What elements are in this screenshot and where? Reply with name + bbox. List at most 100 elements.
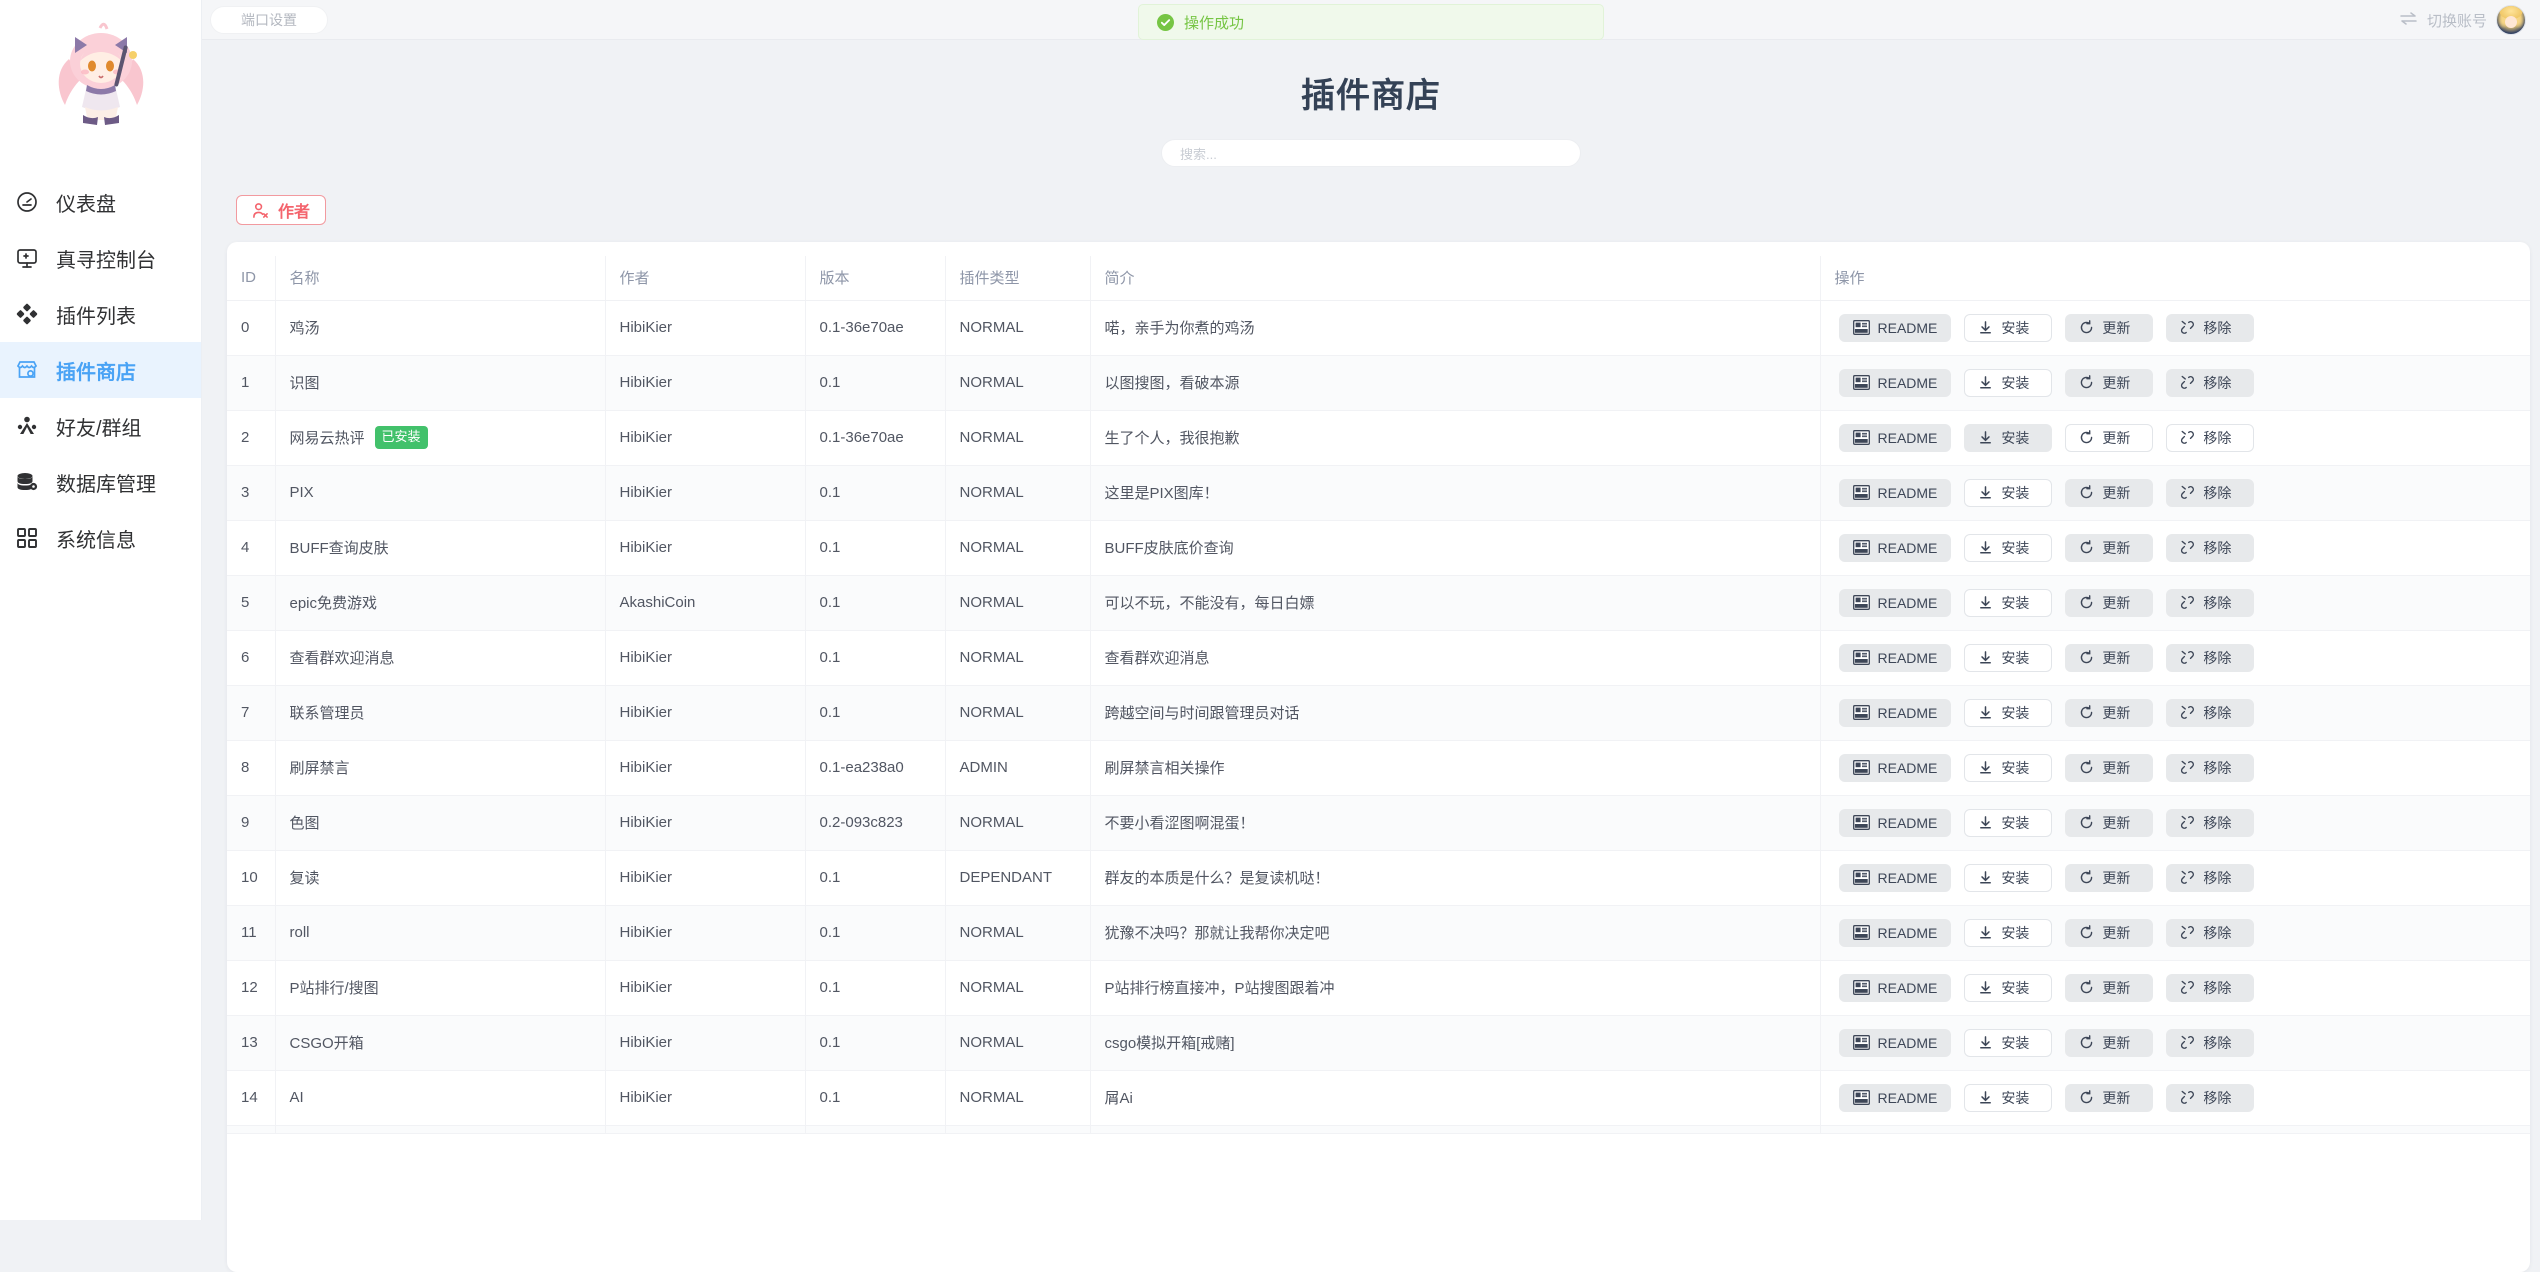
table-row[interactable]: 13 CSGO开箱 HibiKier 0.1 NORMAL csgo模拟开箱[戒…: [227, 1015, 2530, 1071]
table-row[interactable]: 4 BUFF查询皮肤 HibiKier 0.1 NORMAL BUFF皮肤底价查…: [227, 520, 2530, 576]
table-row[interactable]: 9 色图 HibiKier 0.2-093c823 NORMAL 不要小看涩图啊…: [227, 795, 2530, 851]
remove-button[interactable]: 移除: [2166, 313, 2255, 342]
install-button[interactable]: 安装: [1964, 698, 2053, 727]
sidebar-item-dashboard[interactable]: 仪表盘: [0, 174, 201, 230]
update-button[interactable]: 更新: [2065, 918, 2154, 947]
readme-button[interactable]: README: [1838, 533, 1952, 562]
install-button[interactable]: 安装: [1964, 863, 2053, 892]
port-settings-input[interactable]: 端口设置: [210, 5, 328, 34]
install-button[interactable]: 安装: [1964, 1028, 2053, 1057]
install-label: 安装: [2001, 594, 2030, 611]
search-input[interactable]: 搜索...: [1161, 139, 1581, 167]
table-row[interactable]: 2 网易云热评 已安装 HibiKier 0.1-36e70ae NORMAL …: [227, 410, 2530, 466]
update-button[interactable]: 更新: [2065, 1083, 2154, 1112]
remove-button[interactable]: 移除: [2166, 588, 2255, 617]
readme-button[interactable]: README: [1838, 478, 1952, 507]
update-button[interactable]: 更新: [2065, 753, 2154, 782]
download-icon: [1978, 925, 1993, 940]
table-row[interactable]: 12 P站排行/搜图 HibiKier 0.1 NORMAL P站排行榜直接冲，…: [227, 960, 2530, 1016]
table-row[interactable]: 8 刷屏禁言 HibiKier 0.1-ea238a0 ADMIN 刷屏禁言相关…: [227, 740, 2530, 796]
readme-button[interactable]: README: [1838, 1083, 1952, 1112]
table-row[interactable]: 10 复读 HibiKier 0.1 DEPENDANT 群友的本质是什么？是复…: [227, 850, 2530, 906]
remove-button[interactable]: 移除: [2166, 753, 2255, 782]
install-button[interactable]: 安装: [1964, 533, 2053, 562]
remove-button[interactable]: 移除: [2166, 863, 2255, 892]
readme-button[interactable]: README: [1838, 588, 1952, 617]
remove-button[interactable]: 移除: [2166, 643, 2255, 672]
readme-button[interactable]: README: [1838, 698, 1952, 727]
install-button[interactable]: 安装: [1964, 808, 2053, 837]
readme-button[interactable]: README: [1838, 368, 1952, 397]
table-row[interactable]: [227, 1125, 2530, 1134]
install-button[interactable]: 安装: [1964, 643, 2053, 672]
table-row[interactable]: 3 PIX HibiKier 0.1 NORMAL 这里是PIX图库！: [227, 465, 2530, 521]
table-scroll-container[interactable]: ID 名称 作者 版本 插件类型 简介 操作 0 鸡汤: [227, 256, 2530, 1256]
plugin-store-card: ID 名称 作者 版本 插件类型 简介 操作 0 鸡汤: [227, 242, 2530, 1272]
sidebar-item-plugin-store[interactable]: 插件商店: [0, 342, 201, 398]
remove-button[interactable]: 移除: [2166, 368, 2255, 397]
table-row[interactable]: 5 epic免费游戏 AkashiCoin 0.1 NORMAL 可以不玩，不能…: [227, 575, 2530, 631]
readme-button[interactable]: README: [1838, 808, 1952, 837]
refresh-icon: [2079, 815, 2094, 830]
update-button[interactable]: 更新: [2065, 863, 2154, 892]
install-button[interactable]: 安装: [1964, 423, 2053, 452]
remove-button[interactable]: 移除: [2166, 698, 2255, 727]
table-row[interactable]: 1 识图 HibiKier 0.1 NORMAL 以图搜图，看破本源: [227, 355, 2530, 411]
install-button[interactable]: 安装: [1964, 478, 2053, 507]
remove-button[interactable]: 移除: [2166, 808, 2255, 837]
remove-button[interactable]: 移除: [2166, 478, 2255, 507]
table-row[interactable]: 7 联系管理员 HibiKier 0.1 NORMAL 跨越空间与时间跟管理员对…: [227, 685, 2530, 741]
download-icon: [1978, 650, 1993, 665]
update-button[interactable]: 更新: [2065, 588, 2154, 617]
remove-button[interactable]: 移除: [2166, 918, 2255, 947]
install-button[interactable]: 安装: [1964, 753, 2053, 782]
cell-id: 14: [227, 1070, 276, 1126]
readme-label: README: [1877, 594, 1938, 611]
readme-button[interactable]: README: [1838, 643, 1952, 672]
filter-chip-author[interactable]: 作者: [236, 195, 327, 225]
readme-button[interactable]: README: [1838, 753, 1952, 782]
table-row[interactable]: 0 鸡汤 HibiKier 0.1-36e70ae NORMAL 喏，亲手为你煮…: [227, 300, 2530, 356]
readme-button[interactable]: README: [1838, 863, 1952, 892]
update-button[interactable]: 更新: [2065, 313, 2154, 342]
remove-button[interactable]: 移除: [2166, 1028, 2255, 1057]
download-icon: [1978, 320, 1993, 335]
table-row[interactable]: 11 roll HibiKier 0.1 NORMAL 犹豫不决吗？那就让我帮你…: [227, 905, 2530, 961]
install-button[interactable]: 安装: [1964, 918, 2053, 947]
remove-button[interactable]: 移除: [2166, 973, 2255, 1002]
install-button[interactable]: 安装: [1964, 368, 2053, 397]
remove-button[interactable]: 移除: [2166, 533, 2255, 562]
sidebar-item-label: 插件列表: [56, 305, 136, 328]
install-button[interactable]: 安装: [1964, 1083, 2053, 1112]
remove-button[interactable]: 移除: [2166, 1083, 2255, 1112]
readme-button[interactable]: README: [1838, 973, 1952, 1002]
database-icon: [14, 469, 40, 495]
sidebar-item-plugin-list[interactable]: 插件列表: [0, 286, 201, 342]
readme-button[interactable]: README: [1838, 918, 1952, 947]
update-button[interactable]: 更新: [2065, 643, 2154, 672]
update-button[interactable]: 更新: [2065, 368, 2154, 397]
sidebar-item-friends-groups[interactable]: 好友/群组: [0, 398, 201, 454]
sidebar-item-system-info[interactable]: 系统信息: [0, 510, 201, 566]
update-button[interactable]: 更新: [2065, 973, 2154, 1002]
table-row[interactable]: 14 AI HibiKier 0.1 NORMAL 屑Ai: [227, 1070, 2530, 1126]
table-row[interactable]: 6 查看群欢迎消息 HibiKier 0.1 NORMAL 查看群欢迎消息: [227, 630, 2530, 686]
remove-button[interactable]: 移除: [2166, 423, 2255, 452]
update-button[interactable]: 更新: [2065, 1028, 2154, 1057]
update-button[interactable]: 更新: [2065, 533, 2154, 562]
sidebar-item-database[interactable]: 数据库管理: [0, 454, 201, 510]
install-button[interactable]: 安装: [1964, 973, 2053, 1002]
update-button[interactable]: 更新: [2065, 808, 2154, 837]
update-button[interactable]: 更新: [2065, 698, 2154, 727]
readme-button[interactable]: README: [1838, 313, 1952, 342]
update-button[interactable]: 更新: [2065, 478, 2154, 507]
avatar[interactable]: [2496, 5, 2526, 35]
install-button[interactable]: 安装: [1964, 588, 2053, 617]
sidebar-item-console[interactable]: 真寻控制台: [0, 230, 201, 286]
readme-button[interactable]: README: [1838, 423, 1952, 452]
readme-button[interactable]: README: [1838, 1028, 1952, 1057]
remove-label: 移除: [2203, 649, 2232, 666]
install-button[interactable]: 安装: [1964, 313, 2053, 342]
account-switcher[interactable]: 切换账号: [2399, 0, 2526, 40]
update-button[interactable]: 更新: [2065, 423, 2154, 452]
